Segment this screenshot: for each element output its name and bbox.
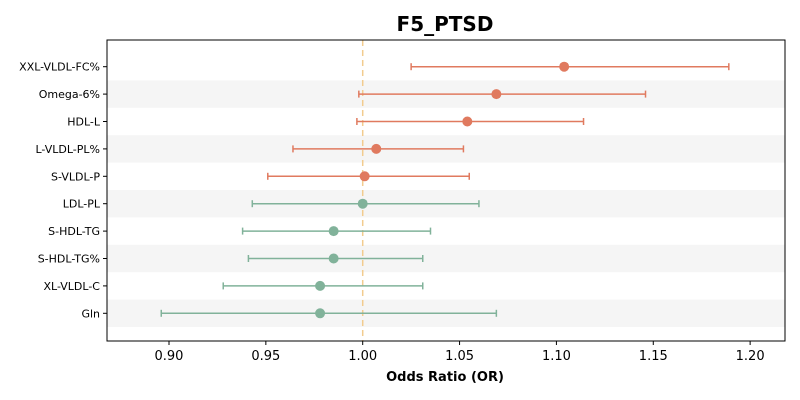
estimate-point [462, 116, 473, 127]
y-tick-label: S-HDL-TG [48, 225, 100, 238]
x-tick-label: 0.95 [251, 349, 280, 364]
estimate-point [359, 171, 370, 182]
y-tick-label: XXL-VLDL-FC% [19, 61, 100, 74]
y-tick-label: XL-VLDL-C [43, 280, 100, 293]
x-tick-label: 1.20 [736, 349, 765, 364]
estimate-point [328, 226, 339, 237]
estimate-point [315, 280, 326, 291]
y-tick-labels: XXL-VLDL-FC% Omega-6% HDL-L L-VLDL-PL% S-VLD… [19, 61, 107, 320]
estimates-group [160, 61, 730, 319]
x-tick-labels: 0.90 0.95 1.00 1.05 1.10 1.15 1.20 [155, 341, 765, 364]
x-tick-label: 1.15 [639, 349, 668, 364]
y-tick-label: S-VLDL-P [51, 170, 100, 183]
y-tick-label: HDL-L [67, 116, 101, 129]
x-tick-label: 1.00 [348, 349, 377, 364]
estimate-point [357, 198, 368, 209]
x-tick-label: 0.90 [155, 349, 184, 364]
x-axis-label: Odds Ratio (OR) [386, 370, 504, 385]
axes-frame [106, 39, 786, 342]
y-tick-label: L-VLDL-PL% [35, 143, 100, 156]
estimate-point [491, 89, 502, 100]
estimate-point [315, 308, 326, 319]
estimate-point [371, 143, 382, 154]
plot-frame [106, 39, 786, 342]
y-tick-label: S-HDL-TG% [38, 253, 100, 266]
y-tick-label: Gln [81, 307, 100, 320]
estimate-point [328, 253, 339, 264]
x-tick-label: 1.10 [542, 349, 571, 364]
chart-title: F5_PTSD [397, 12, 494, 36]
y-tick-label: LDL-PL [63, 198, 101, 211]
x-tick-label: 1.05 [445, 349, 474, 364]
estimate-point [559, 61, 570, 72]
y-tick-label: Omega-6% [39, 88, 100, 101]
row-band [107, 244, 785, 273]
